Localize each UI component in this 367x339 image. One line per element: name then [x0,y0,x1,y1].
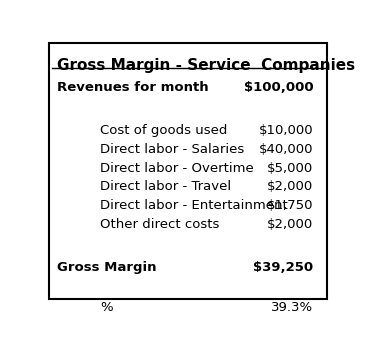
Text: $40,000: $40,000 [259,143,313,156]
Text: Cost of goods used: Cost of goods used [100,124,227,137]
Text: Direct labor - Entertainment: Direct labor - Entertainment [100,199,288,212]
Text: Direct labor - Salaries: Direct labor - Salaries [100,143,244,156]
Text: $2,000: $2,000 [267,218,313,231]
Text: 39.3%: 39.3% [271,301,313,314]
Text: Revenues for month: Revenues for month [57,81,209,94]
Text: $10,000: $10,000 [259,124,313,137]
Text: $2,000: $2,000 [267,180,313,193]
Text: Direct labor - Overtime: Direct labor - Overtime [100,162,254,175]
Text: Direct labor - Travel: Direct labor - Travel [100,180,231,193]
Text: %: % [100,301,113,314]
Text: Gross Margin - Service  Companies: Gross Margin - Service Companies [57,58,355,73]
Text: $39,250: $39,250 [253,261,313,274]
Text: $100,000: $100,000 [244,81,313,94]
Text: Gross Margin: Gross Margin [57,261,157,274]
Text: Other direct costs: Other direct costs [100,218,219,231]
Text: $1,750: $1,750 [267,199,313,212]
Text: $5,000: $5,000 [267,162,313,175]
